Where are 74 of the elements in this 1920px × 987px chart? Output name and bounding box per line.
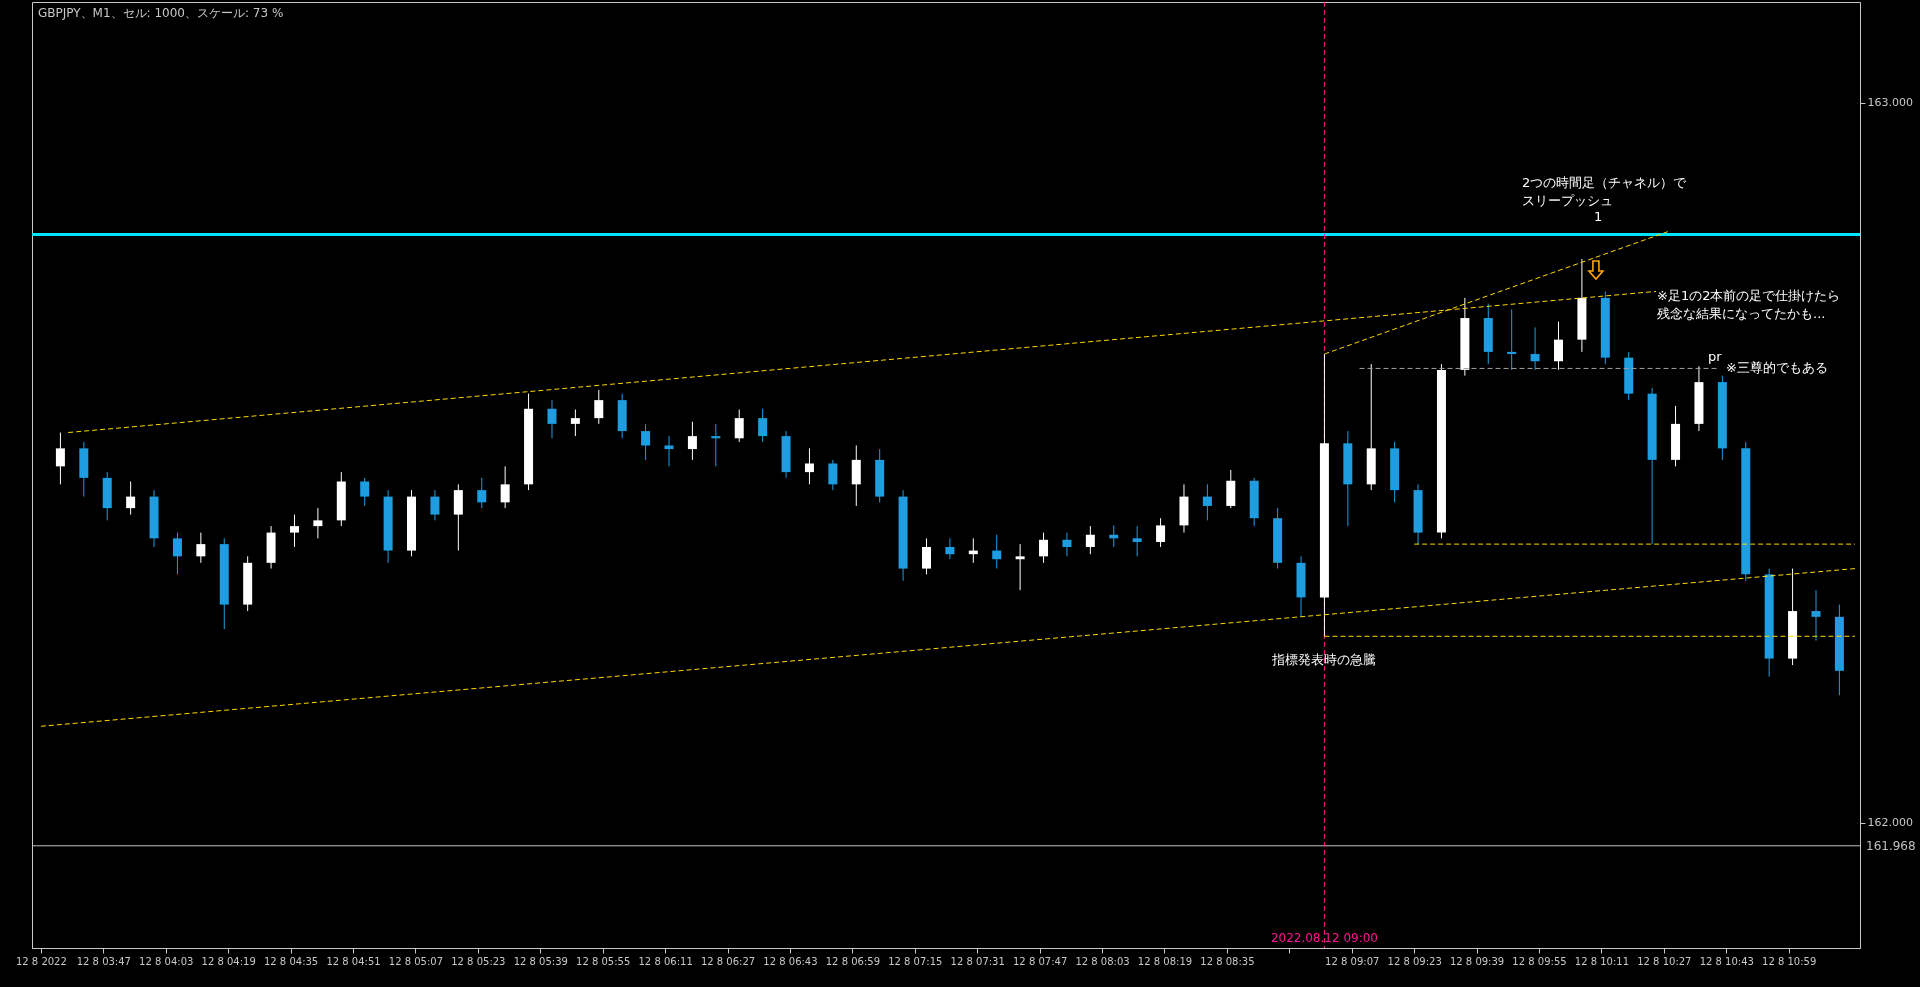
candlestick	[1015, 543, 1025, 591]
x-tick-label: 12 8 2022	[15, 955, 67, 967]
x-tick-label: 12 8 10:43	[1699, 955, 1754, 967]
candlestick	[360, 477, 370, 507]
x-tick-label: 12 8 05:23	[451, 955, 506, 967]
x-tick-label: 12 8 04:35	[263, 955, 319, 967]
candlestick	[196, 532, 206, 564]
candlestick	[289, 514, 299, 548]
x-tick-label: 12 8 05:55	[576, 955, 631, 967]
x-tick-label: 12 8 07:15	[888, 955, 943, 967]
x-tick-label: 12 8 06:43	[763, 955, 818, 967]
x-tick-label: 12 8 09:23	[1387, 955, 1442, 967]
x-tick-label: 12 8 09:55	[1512, 955, 1567, 967]
annotation: 1	[1594, 209, 1603, 224]
annotation: 指標発表時の急騰	[1271, 652, 1377, 668]
candlestick	[1085, 525, 1095, 555]
x-tick-label: 12 8 04:03	[139, 955, 194, 967]
candlestick	[804, 447, 814, 485]
candlestick	[1202, 483, 1212, 521]
y-tick-label: 163.000	[1867, 96, 1913, 110]
candlestick	[828, 459, 838, 491]
candlestick	[570, 408, 580, 437]
candlestick	[1554, 321, 1563, 371]
x-tick-label: 12 8 10:11	[1574, 955, 1630, 967]
candlestick	[126, 480, 136, 516]
candlestick	[430, 489, 440, 521]
ref-line-label: 161.968	[1866, 838, 1916, 853]
x-tick-label: 12 8 05:07	[388, 955, 444, 967]
x-tick-label: 12 8 10:27	[1637, 955, 1692, 967]
candlestick	[313, 507, 323, 539]
candlestick	[992, 534, 1002, 570]
annotation: pr	[1708, 349, 1723, 364]
y-tick-label: 162.000	[1867, 816, 1913, 830]
candlestick	[1507, 308, 1517, 371]
x-tick-label: 12 8 05:39	[513, 955, 568, 967]
candlestick	[1530, 326, 1540, 371]
candlestick	[1156, 517, 1166, 548]
candlestick	[664, 435, 674, 467]
x-tick-label: 12 8 09:07	[1325, 955, 1380, 967]
candlestick	[55, 432, 65, 485]
annotation: 2つの時間足（チャネル）でスリープッシュ	[1522, 175, 1688, 208]
candlestick	[594, 389, 604, 425]
x-tick-label: 12 8 06:11	[638, 955, 693, 967]
x-tick-label: 12 8 07:47	[1013, 955, 1068, 967]
x-tick-label: 12 8 08:19	[1137, 955, 1193, 967]
x-tick-label: 12 8 09:39	[1449, 955, 1505, 967]
ref-line-label: 2022.08.12 09:00	[1270, 931, 1378, 945]
candlestick	[172, 532, 182, 575]
x-tick-label: 12 8 08:03	[1075, 955, 1130, 967]
candlestick	[1132, 525, 1142, 557]
candlestick	[687, 421, 697, 461]
candlestick	[547, 399, 557, 439]
candlestick	[945, 537, 955, 560]
x-tick-label: 12 8 03:47	[76, 955, 131, 967]
chart-title: GBPJPY、M1、セル: 1000、スケール: 73 %	[38, 6, 284, 20]
annotation: ※足1の2本前の足で仕掛けたら残念な結果になってたかも...	[1657, 288, 1841, 321]
x-tick-label: 12 8 10:59	[1762, 955, 1817, 967]
x-tick-label: 12 8 06:59	[825, 955, 880, 967]
candlestick	[1039, 532, 1049, 564]
x-tick-label: 12 8 04:19	[201, 955, 256, 967]
x-tick-label: 12 8 06:27	[700, 955, 756, 967]
candlestick	[711, 423, 721, 467]
candlestick	[641, 423, 651, 461]
x-tick-label: 12 8 04:51	[326, 955, 381, 967]
candlestick	[500, 465, 510, 509]
candlestick	[1811, 589, 1821, 642]
candlestick	[758, 408, 768, 443]
candlestick	[921, 537, 931, 575]
x-tick-label: 12 8 07:31	[950, 955, 1005, 967]
annotation: ※三尊的でもある	[1726, 360, 1828, 375]
candlestick	[477, 477, 487, 509]
candlestick	[1062, 532, 1072, 557]
candlestick	[734, 408, 744, 443]
x-tick-label: 12 8 08:35	[1200, 955, 1255, 967]
